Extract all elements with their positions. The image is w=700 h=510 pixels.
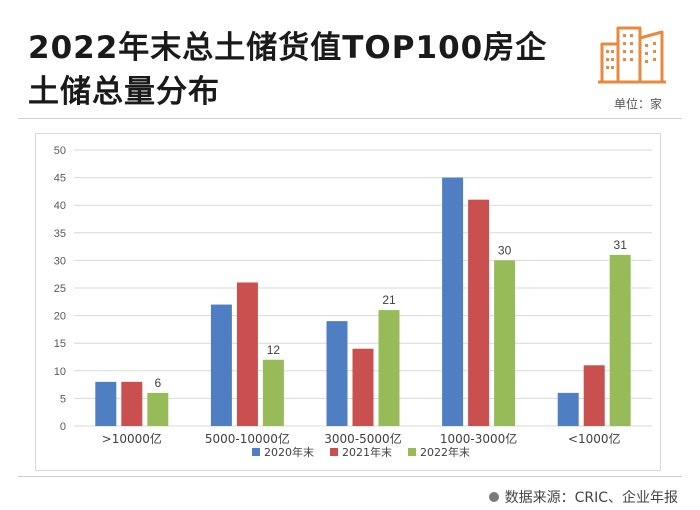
bar bbox=[583, 365, 605, 426]
bar bbox=[352, 348, 374, 426]
bar bbox=[468, 199, 490, 426]
bar bbox=[557, 392, 579, 426]
bar-chart: 0 5 10 15 20 25 30 35 40 45 50 6 >10000亿 12 5000-10000… bbox=[54, 145, 652, 459]
y-tick-label: 45 bbox=[54, 173, 66, 185]
buildings-logo-icon bbox=[598, 26, 666, 84]
data-label: 6 bbox=[154, 376, 161, 390]
legend-swatch bbox=[408, 448, 416, 456]
y-tick-label: 20 bbox=[54, 311, 66, 323]
chart-frame: 0 5 10 15 20 25 30 35 40 45 50 6 >10000亿 12 5000-10000… bbox=[35, 133, 661, 471]
bottom-divider bbox=[18, 476, 682, 477]
y-tick-label: 40 bbox=[54, 200, 66, 212]
legend-label: 2020年末 bbox=[264, 445, 314, 459]
bar bbox=[95, 381, 117, 426]
x-tick-label: 3000-5000亿 bbox=[324, 431, 401, 446]
bar bbox=[609, 254, 631, 426]
top-divider bbox=[18, 118, 682, 119]
x-tick-label: 1000-3000亿 bbox=[440, 431, 517, 446]
x-tick-label: >10000亿 bbox=[102, 431, 162, 446]
bar bbox=[147, 392, 169, 426]
title-line-1: 2022年末总土储货值TOP100房企 bbox=[28, 30, 548, 66]
y-tick-label: 0 bbox=[60, 421, 66, 433]
y-tick-label: 50 bbox=[54, 145, 66, 157]
legend-label: 2021年末 bbox=[342, 445, 392, 459]
page-title: 2022年末总土储货值TOP100房企 土储总量分布 bbox=[28, 26, 598, 114]
bar bbox=[210, 304, 232, 426]
x-tick-label: 5000-10000亿 bbox=[205, 431, 290, 446]
y-tick-label: 15 bbox=[54, 338, 66, 350]
data-label: 21 bbox=[382, 293, 396, 307]
legend-label: 2022年末 bbox=[420, 445, 470, 459]
unit-label: 单位：家 bbox=[613, 97, 662, 111]
source-note: 数据来源：CRIC、企业年报 bbox=[488, 487, 678, 507]
y-tick-label: 10 bbox=[54, 366, 66, 378]
y-tick-label: 35 bbox=[54, 228, 66, 240]
data-label: 31 bbox=[614, 238, 628, 252]
data-label: 30 bbox=[498, 243, 512, 257]
data-label: 12 bbox=[267, 343, 281, 357]
y-tick-label: 25 bbox=[54, 283, 66, 295]
x-tick-label: <1000亿 bbox=[568, 431, 621, 446]
bar bbox=[442, 177, 464, 426]
bar bbox=[236, 282, 258, 426]
bullet-dot-icon bbox=[488, 492, 499, 502]
source-text: 数据来源：CRIC、企业年报 bbox=[504, 490, 678, 506]
bar bbox=[121, 381, 143, 426]
y-tick-label: 30 bbox=[54, 255, 66, 267]
title-line-2: 土储总量分布 bbox=[28, 74, 220, 110]
y-tick-label: 5 bbox=[60, 393, 66, 405]
bar bbox=[494, 260, 516, 426]
bar bbox=[326, 321, 348, 426]
bar bbox=[262, 359, 284, 426]
legend-swatch bbox=[252, 448, 260, 456]
legend-swatch bbox=[330, 448, 338, 456]
bar bbox=[378, 310, 400, 426]
